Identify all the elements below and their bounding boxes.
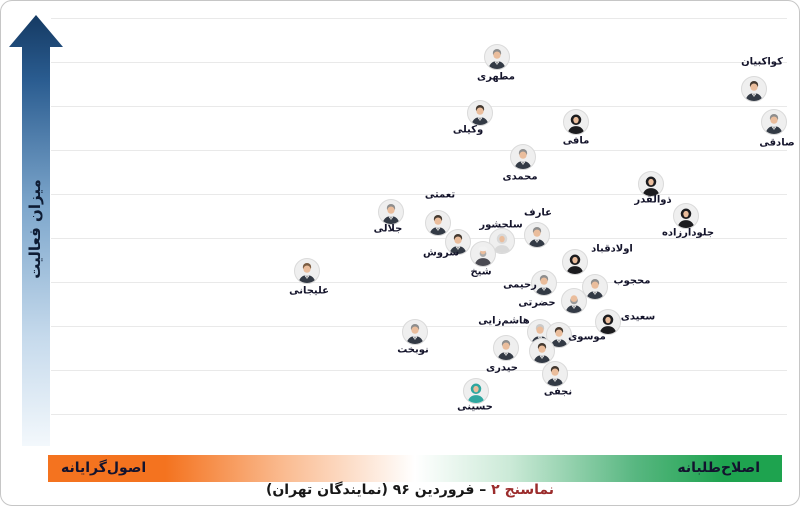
- gridline: [51, 414, 787, 415]
- person-avatar: [378, 199, 404, 225]
- x-axis-left-label: اصول‌گرایانه: [61, 460, 147, 476]
- gridline: [51, 282, 787, 283]
- person-avatar: [638, 171, 664, 197]
- gridline: [51, 106, 787, 107]
- person-label: حیدری: [486, 362, 518, 374]
- chart-title-brand: نماسنج ۲: [491, 482, 555, 498]
- person-label: موسوی: [568, 331, 606, 343]
- person-label: علیجانی: [289, 285, 329, 297]
- gridline: [51, 370, 787, 371]
- person-avatar: [542, 361, 568, 387]
- person-label: ذوالقدر: [634, 194, 672, 206]
- person-avatar: [546, 322, 572, 348]
- person-avatar: [445, 229, 471, 255]
- person-label: شیخ: [470, 266, 492, 278]
- gridline: [51, 62, 787, 63]
- person-label: عارف: [524, 207, 552, 219]
- person-label: سروش: [422, 247, 460, 259]
- person-label: تعمتی: [424, 189, 456, 201]
- person-label: محمدی: [502, 171, 538, 183]
- gridline: [51, 194, 787, 195]
- y-axis-arrow-icon: [9, 15, 63, 446]
- person-label: وکیلی: [452, 124, 484, 136]
- person-avatar: [529, 338, 555, 364]
- person-avatar: [582, 274, 608, 300]
- person-avatar: [761, 109, 787, 135]
- person-label: رحیمی: [503, 279, 537, 291]
- person-avatar: [402, 319, 428, 345]
- person-avatar: [425, 210, 451, 236]
- person-label: نجفی: [543, 386, 573, 398]
- person-avatar: [524, 222, 550, 248]
- person-avatar: [563, 109, 589, 135]
- person-label: سعیدی: [620, 311, 656, 323]
- chart-title: نماسنج ۲ – فروردین ۹۶ (نمایندگان تهران): [21, 482, 799, 498]
- person-label: حسینی: [457, 401, 493, 413]
- person-label: نوبخت: [397, 344, 429, 356]
- person-label: کواکبیان: [741, 56, 783, 68]
- person-avatar: [531, 270, 557, 296]
- person-avatar: [294, 258, 320, 284]
- person-label: سلحشور: [479, 219, 523, 231]
- person-label: هاشم‌زایی: [478, 315, 530, 327]
- gridline: [51, 18, 787, 19]
- person-avatar: [510, 144, 536, 170]
- person-avatar: [673, 203, 699, 229]
- person-label: صادقی: [759, 137, 795, 149]
- chart-title-rest: – فروردین ۹۶ (نمایندگان تهران): [265, 482, 487, 498]
- person-label: حضرتی: [518, 297, 556, 309]
- person-label: محجوب: [613, 275, 651, 287]
- person-avatar: [484, 44, 510, 70]
- person-avatar: [493, 335, 519, 361]
- person-label: مطهری: [477, 71, 515, 83]
- person-label: جلودارزاده: [661, 227, 715, 239]
- person-label: مافی: [562, 135, 590, 147]
- person-avatar: [561, 288, 587, 314]
- gridline: [51, 238, 787, 239]
- person-avatar: [741, 76, 767, 102]
- person-avatar: [562, 249, 588, 275]
- x-axis-spectrum-bar: اصول‌گرایانه اصلاح‌طلبانه: [48, 455, 782, 482]
- person-avatar: [463, 378, 489, 404]
- person-avatar: [595, 309, 621, 335]
- person-label: اولادقباد: [591, 243, 633, 255]
- person-avatar: [470, 241, 496, 267]
- x-axis-right-label: اصلاح‌طلبانه: [677, 460, 760, 476]
- person-label: جلالی: [373, 223, 403, 235]
- person-avatar: [467, 100, 493, 126]
- gridline: [51, 150, 787, 151]
